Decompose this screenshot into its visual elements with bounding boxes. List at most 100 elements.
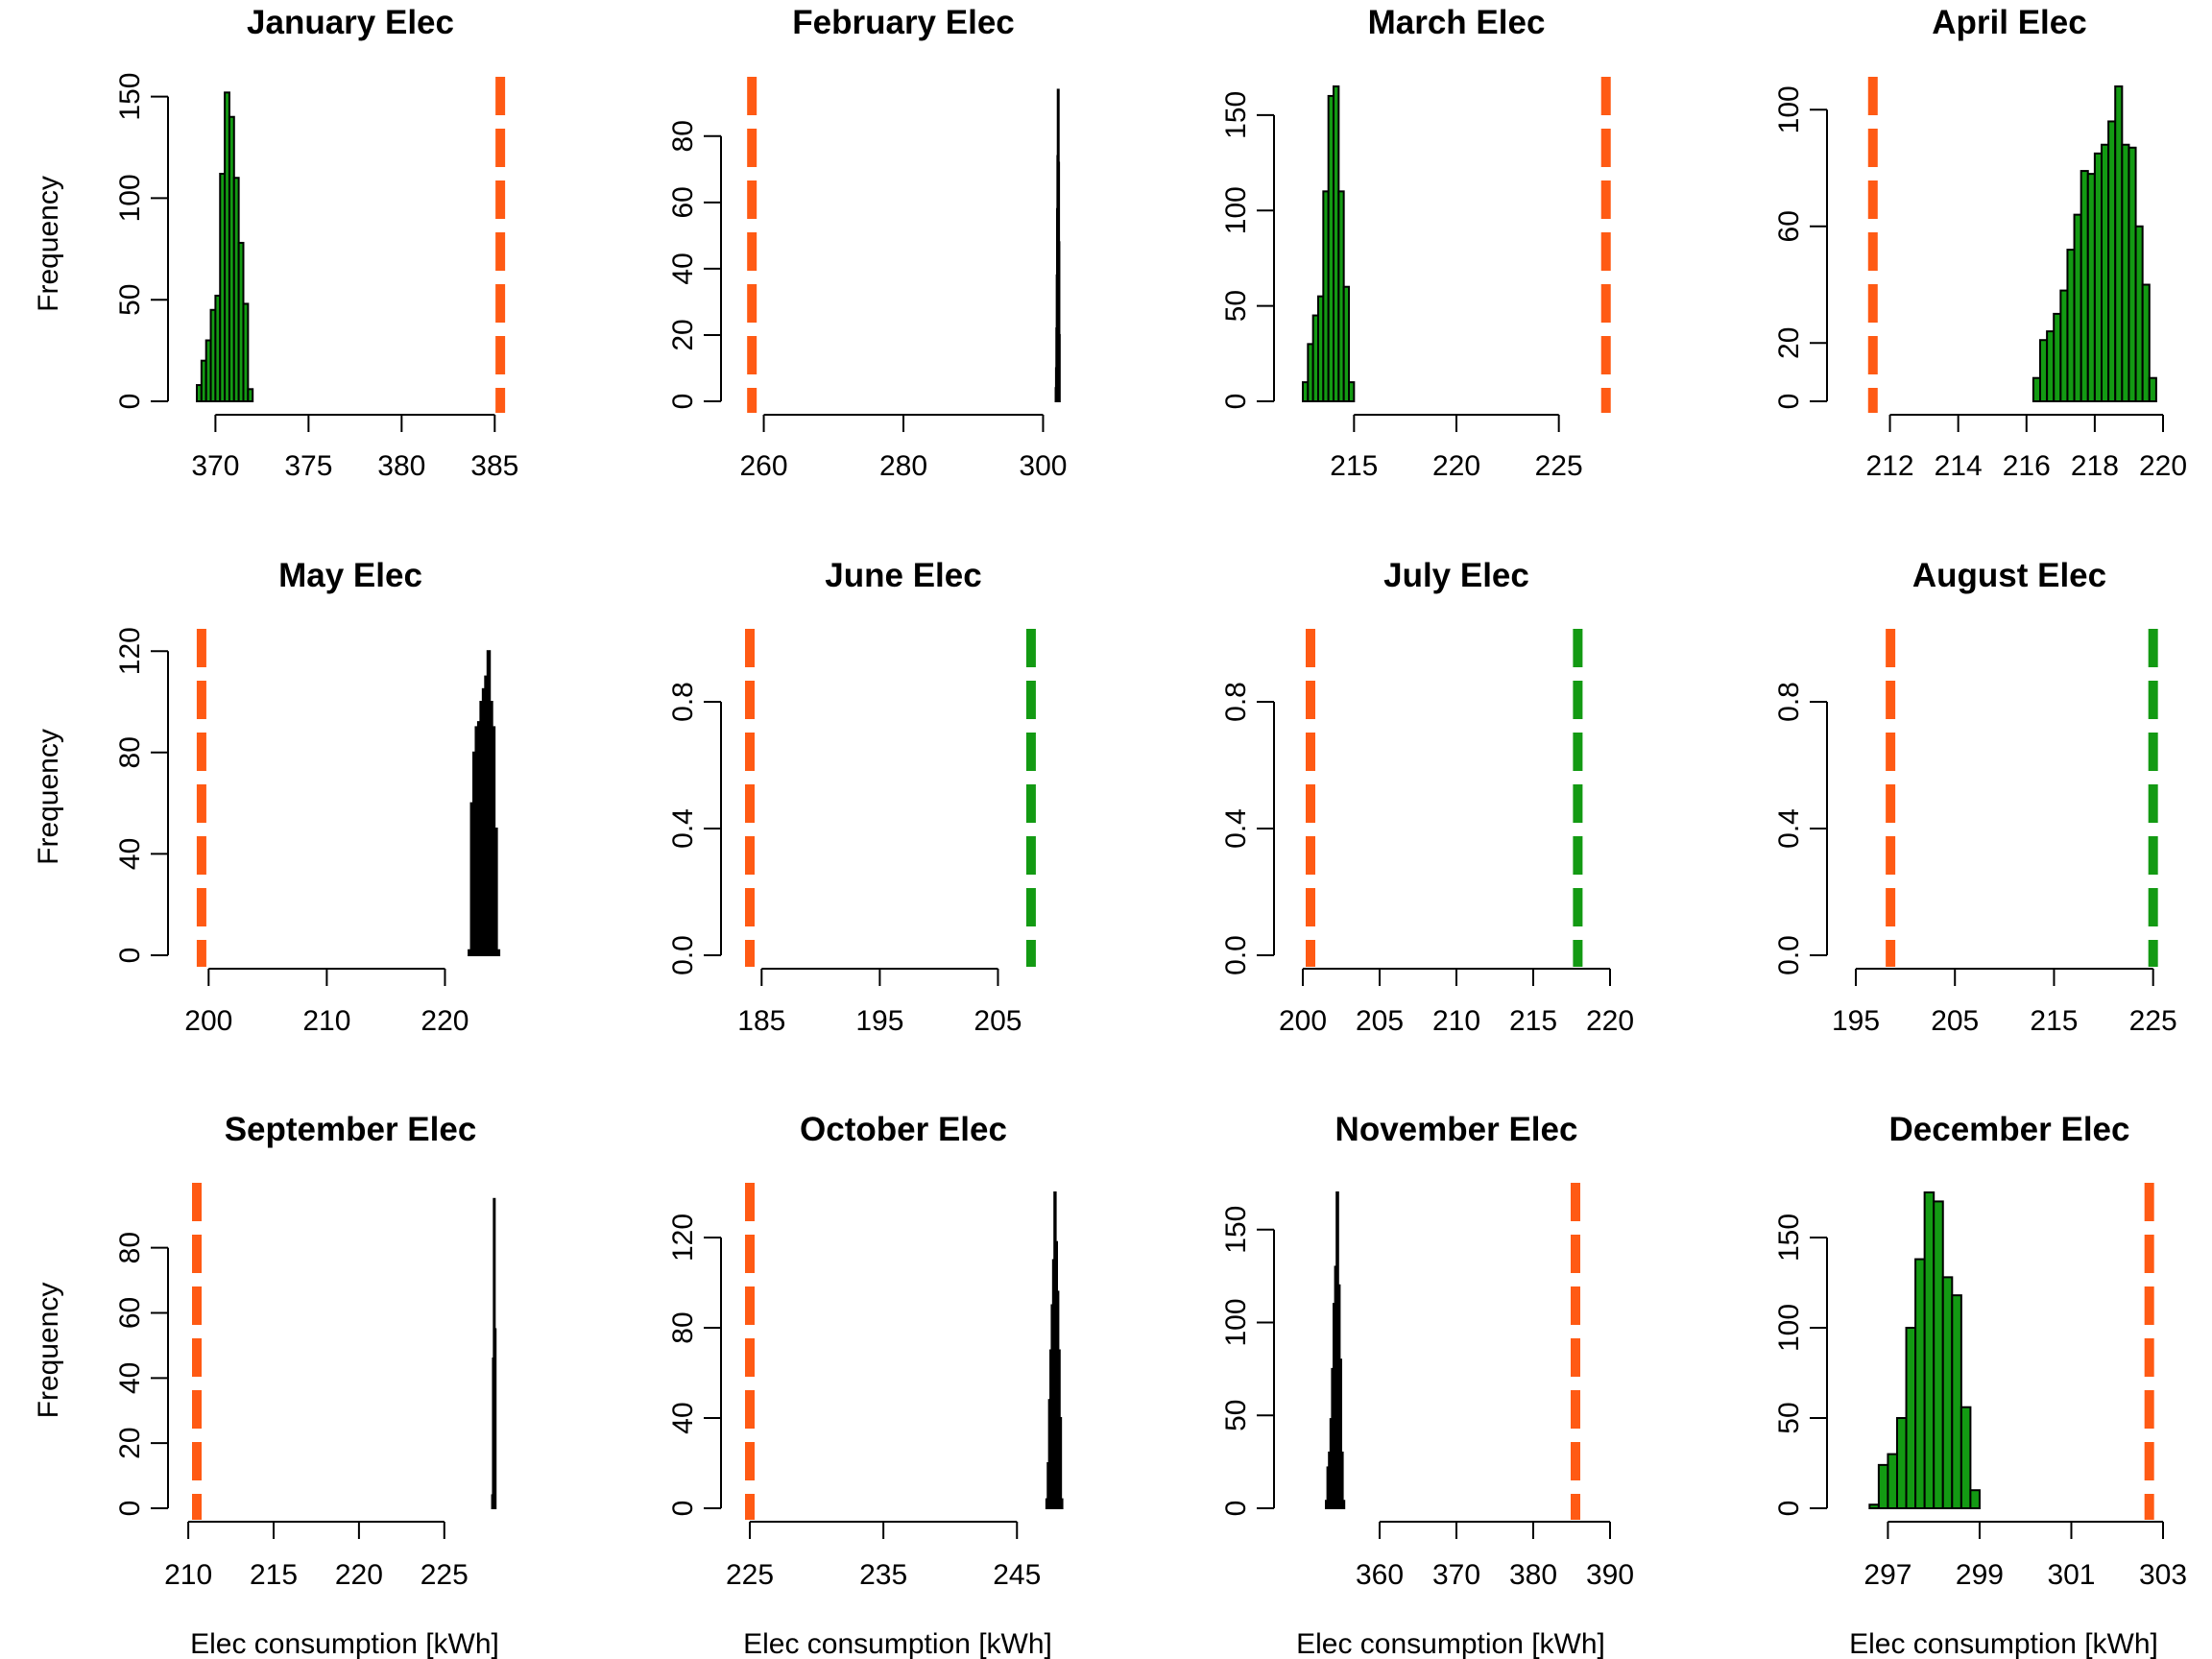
y-tick-label: 0.8: [1220, 682, 1252, 722]
x-tick-label: 210: [1432, 1005, 1480, 1037]
panel-title: June Elec: [825, 557, 981, 594]
y-tick-label: 50: [114, 284, 146, 316]
y-tick-label: 100: [1773, 85, 1805, 133]
y-tick-label: 0: [1773, 394, 1805, 410]
x-tick-label: 200: [1279, 1005, 1327, 1037]
y-tick-label: 150: [1773, 1214, 1805, 1262]
x-tick-label: 303: [2139, 1559, 2187, 1591]
y-tick-label: 0: [1220, 1501, 1252, 1517]
x-tick-label: 205: [1356, 1005, 1404, 1037]
x-tick-label: 215: [1330, 450, 1378, 482]
y-tick-label: 50: [1220, 290, 1252, 322]
panel-title: August Elec: [1912, 557, 2106, 594]
x-tick-label: 218: [2071, 450, 2119, 482]
y-axis-label: Frequency: [33, 176, 64, 312]
histogram-bar: [2046, 330, 2056, 402]
x-tick-label: 225: [726, 1559, 774, 1591]
panel-title: May Elec: [278, 557, 422, 594]
histogram-bar: [1895, 1417, 1908, 1509]
histogram-bar: [1887, 1453, 1898, 1509]
y-tick-label: 0: [114, 1501, 146, 1517]
histogram-bar: [2086, 173, 2096, 402]
histogram-bar: [242, 302, 250, 403]
histogram-bar: [1951, 1294, 1962, 1510]
histogram-bar: [2066, 249, 2076, 402]
y-tick-label: 100: [1220, 1298, 1252, 1346]
x-tick-label: 215: [1509, 1005, 1557, 1037]
y-tick-label: 100: [114, 174, 146, 222]
histogram-panel: July Elec 200 205 210 215 220 0.0 0.4 0.8: [1220, 557, 1634, 1037]
x-tick-label: 300: [1019, 450, 1067, 482]
histogram-bar: [2107, 120, 2117, 402]
y-tick-label: 50: [1220, 1400, 1252, 1431]
x-axis-label: Elec consumption [kWh]: [1849, 1628, 2158, 1659]
y-tick-label: 40: [667, 1402, 699, 1433]
y-tick-label: 0.8: [667, 682, 699, 722]
x-tick-label: 225: [2129, 1005, 2177, 1037]
x-tick-label: 280: [879, 450, 927, 482]
y-tick-label: 80: [667, 120, 699, 152]
histogram-bar: [2141, 283, 2151, 403]
y-tick-label: 0.8: [1773, 682, 1805, 722]
y-tick-label: 0: [114, 948, 146, 964]
y-tick-label: 100: [1773, 1304, 1805, 1352]
y-tick-label: 80: [114, 1232, 146, 1263]
panel-title: October Elec: [800, 1111, 1007, 1148]
histogram-panel: February Elec 260 280 300 0 20 40 60 80: [667, 4, 1067, 482]
histogram-bar: [2080, 170, 2089, 402]
histogram-bar: [2148, 376, 2157, 403]
histogram-panel: October Elec 225 235 245 0 40 80 120 Elec consum…: [667, 1111, 1064, 1659]
y-tick-label: 0.0: [1773, 935, 1805, 975]
histogram-bar: [2134, 225, 2144, 402]
histogram-panel: November Elec 360 370 380 390 0 50 100 150 Elec c…: [1220, 1111, 1634, 1659]
x-tick-label: 195: [1832, 1005, 1880, 1037]
histogram-bar: [2121, 143, 2130, 402]
histogram-panel: June Elec 185 195 205 0.0 0.4 0.8: [667, 557, 1036, 1037]
x-tick-label: 185: [737, 1005, 785, 1037]
y-tick-label: 0.4: [1773, 808, 1805, 849]
histogram-bar: [495, 949, 501, 956]
y-tick-label: 20: [667, 319, 699, 350]
y-tick-label: 0: [667, 394, 699, 410]
y-tick-label: 0: [114, 394, 146, 410]
x-axis-label: Elec consumption [kWh]: [743, 1628, 1052, 1659]
x-tick-label: 216: [2003, 450, 2051, 482]
y-tick-label: 20: [1773, 327, 1805, 359]
histogram-bar: [1348, 381, 1356, 403]
x-tick-label: 220: [1432, 450, 1480, 482]
y-tick-label: 80: [114, 736, 146, 768]
x-axis-label: Elec consumption [kWh]: [190, 1628, 499, 1659]
x-tick-label: 220: [1586, 1005, 1634, 1037]
x-axis-label: Elec consumption [kWh]: [1296, 1628, 1605, 1659]
y-tick-label: 0: [1773, 1501, 1805, 1517]
histogram-bar: [1914, 1258, 1926, 1510]
panel-title: November Elec: [1335, 1111, 1578, 1148]
x-tick-label: 220: [2139, 450, 2187, 482]
histogram-panel: August Elec 195 205 215 225 0.0 0.4 0.8: [1773, 557, 2177, 1037]
histogram-bar: [1342, 285, 1350, 402]
panel-title: December Elec: [1889, 1111, 2130, 1148]
panel-title: March Elec: [1368, 4, 1546, 41]
histogram-bar: [247, 388, 254, 402]
histogram-bar: [1868, 1503, 1880, 1509]
x-tick-label: 220: [421, 1005, 469, 1037]
histogram-bar: [2053, 312, 2062, 402]
histogram-bar: [1060, 1498, 1064, 1509]
histogram-panel: May Elec 200 210 220 0 40 80 120 Frequency: [33, 557, 501, 1037]
y-tick-label: 120: [114, 627, 146, 675]
y-tick-label: 60: [1773, 210, 1805, 242]
x-tick-label: 301: [2047, 1559, 2095, 1591]
y-tick-label: 150: [114, 73, 146, 121]
x-tick-label: 297: [1863, 1559, 1911, 1591]
x-tick-label: 385: [470, 450, 518, 482]
x-tick-label: 215: [250, 1559, 298, 1591]
histogram-bar: [2032, 376, 2042, 403]
y-tick-label: 80: [667, 1311, 699, 1343]
x-tick-label: 220: [335, 1559, 383, 1591]
x-tick-label: 299: [1956, 1559, 2004, 1591]
histogram-bar: [1933, 1200, 1944, 1510]
histogram-bar: [1905, 1327, 1917, 1509]
histogram-bar: [1960, 1406, 1972, 1509]
x-tick-label: 205: [974, 1005, 1022, 1037]
